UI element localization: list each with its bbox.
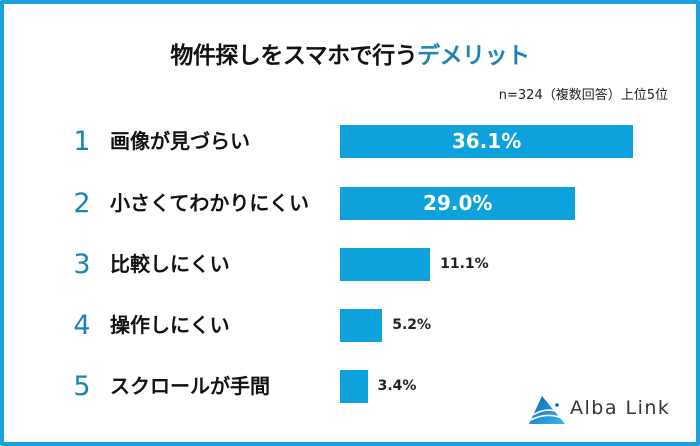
alba-link-logo: Alba Link bbox=[528, 395, 678, 425]
title-highlight: デメリット bbox=[417, 43, 530, 69]
category-label: 比較しにくい bbox=[110, 252, 230, 276]
category-label: スクロールが手間 bbox=[110, 374, 270, 398]
bar bbox=[340, 370, 368, 403]
rank-label: 3 bbox=[73, 249, 91, 280]
rank-label: 1 bbox=[73, 126, 91, 157]
value-label: 11.1% bbox=[440, 256, 489, 272]
bar bbox=[340, 248, 431, 281]
value-label: 29.0% bbox=[423, 191, 493, 215]
category-label: 操作しにくい bbox=[110, 313, 230, 337]
bar bbox=[340, 125, 634, 158]
bar-row: 4 操作しにくい 5.2% bbox=[0, 309, 700, 342]
rank-label: 4 bbox=[73, 310, 91, 341]
bar bbox=[340, 187, 576, 220]
value-label: 3.4% bbox=[377, 378, 417, 394]
category-label: 画像が見づらい bbox=[110, 129, 250, 153]
logo-triangle-icon bbox=[529, 396, 565, 424]
logo-text: Alba Link bbox=[570, 397, 671, 419]
bar-row: 5 スクロールが手間 3.4% bbox=[0, 370, 700, 403]
value-label: 36.1% bbox=[451, 129, 522, 153]
chart-title: 物件探しをスマホで行うデメリット bbox=[0, 36, 700, 70]
rank-label: 2 bbox=[73, 188, 91, 219]
sample-note: n=324（複数回答）上位5位 bbox=[498, 88, 668, 103]
title-main: 物件探しをスマホで行う bbox=[170, 43, 418, 69]
bar-row: 3 比較しにくい 11.1% bbox=[0, 248, 700, 281]
value-label: 5.2% bbox=[392, 317, 432, 333]
bar-row: 2 小さくてわかりにくい 29.0% bbox=[0, 187, 700, 220]
category-label: 小さくてわかりにくい bbox=[110, 191, 309, 215]
rank-label: 5 bbox=[73, 371, 91, 402]
bar-row: 1 画像が見づらい 36.1% bbox=[0, 125, 700, 158]
bar bbox=[340, 309, 383, 342]
